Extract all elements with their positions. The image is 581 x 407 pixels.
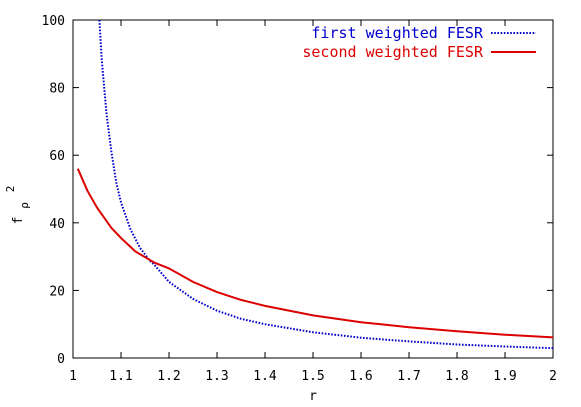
plot-frame bbox=[72, 19, 554, 359]
y-tick-label: 0 bbox=[57, 352, 65, 367]
y-tick-label: 40 bbox=[49, 217, 65, 232]
y-axis-label-sup: 2 bbox=[4, 186, 17, 193]
y-tick-label: 80 bbox=[49, 82, 65, 97]
axis-ticks: 1 1.1 1.2 1.3 1.4 1.5 1.6 1.7 1.8 1.9 202040608010… bbox=[42, 14, 557, 384]
legend-label-2: second weighted FESR bbox=[302, 43, 484, 61]
y-tick-label: 60 bbox=[49, 149, 65, 164]
y-tick-label: 20 bbox=[49, 284, 65, 299]
x-tick-label: 1 bbox=[69, 369, 77, 384]
x-tick-label: 1.7 bbox=[397, 369, 420, 384]
x-tick-label: 1.6 bbox=[349, 369, 372, 384]
x-tick-label: 1.1 bbox=[109, 369, 132, 384]
x-tick-label: 1.8 bbox=[445, 369, 468, 384]
y-tick-label: 100 bbox=[42, 14, 65, 29]
svg-text:f ρ 2: f ρ 2 bbox=[4, 186, 32, 225]
legend-label-1: first weighted FESR bbox=[311, 24, 484, 42]
y-axis-label-sub: ρ bbox=[18, 202, 31, 209]
y-axis-label: f ρ 2 bbox=[4, 186, 32, 225]
series-line-2 bbox=[76, 168, 554, 339]
x-tick-label: 1.5 bbox=[301, 369, 324, 384]
x-axis-label: r bbox=[309, 389, 317, 404]
x-tick-label: 1.3 bbox=[205, 369, 228, 384]
series-line-1 bbox=[98, 19, 554, 350]
series-layer bbox=[76, 19, 554, 350]
x-tick-label: 1.9 bbox=[493, 369, 516, 384]
x-tick-label: 1.2 bbox=[157, 369, 180, 384]
y-axis-label-main: f bbox=[11, 217, 26, 225]
x-tick-label: 2 bbox=[549, 369, 557, 384]
x-tick-label: 1.4 bbox=[253, 369, 277, 384]
